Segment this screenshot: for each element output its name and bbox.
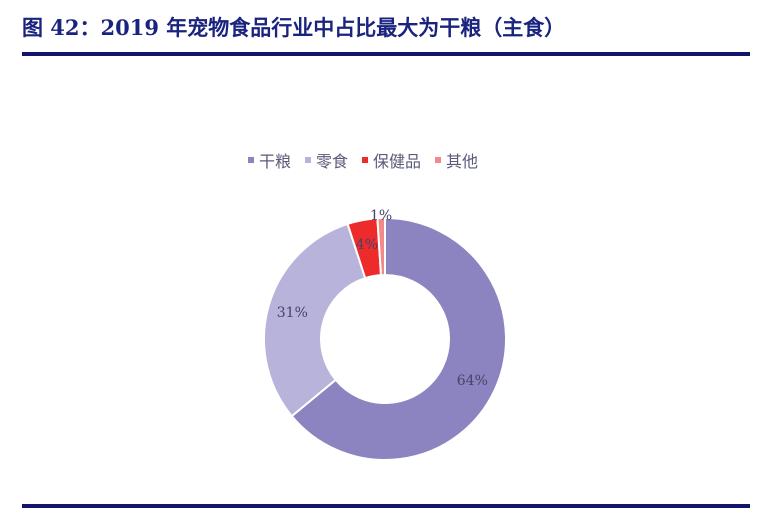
legend-label-snacks: 零食 <box>316 152 349 171</box>
legend-swatch-other <box>435 157 442 163</box>
legend-label-supplements: 保健品 <box>373 152 422 171</box>
label-dry-food: 64% <box>457 373 488 389</box>
legend-label-dry-food: 干粮 <box>259 152 292 171</box>
label-other: 1% <box>370 208 392 224</box>
label-snacks: 31% <box>277 305 308 321</box>
legend-item-snacks: 零食 <box>305 148 348 172</box>
donut-labels: 64% 31% 4% 1% <box>277 208 488 389</box>
bottom-divider <box>22 504 750 508</box>
legend-swatch-dry-food <box>248 157 254 163</box>
slice-dry-food <box>290 216 507 461</box>
legend-item-other: 其他 <box>435 148 478 172</box>
legend-swatch-supplements <box>362 157 369 163</box>
top-divider <box>22 52 750 56</box>
legend-swatch-snacks <box>305 157 312 163</box>
donut-slices <box>263 216 507 461</box>
slice-other <box>376 216 386 277</box>
label-supplements: 4% <box>356 237 378 253</box>
slice-snacks <box>263 222 367 418</box>
legend-label-other: 其他 <box>446 152 479 171</box>
legend-item-supplements: 保健品 <box>362 148 421 172</box>
chart-legend: 干粮 零食 保健品 其他 <box>248 148 478 172</box>
legend-item-dry-food: 干粮 <box>248 148 291 172</box>
figure-title: 图 42：2019 年宠物食品行业中占比最大为干粮（主食） <box>22 15 566 40</box>
